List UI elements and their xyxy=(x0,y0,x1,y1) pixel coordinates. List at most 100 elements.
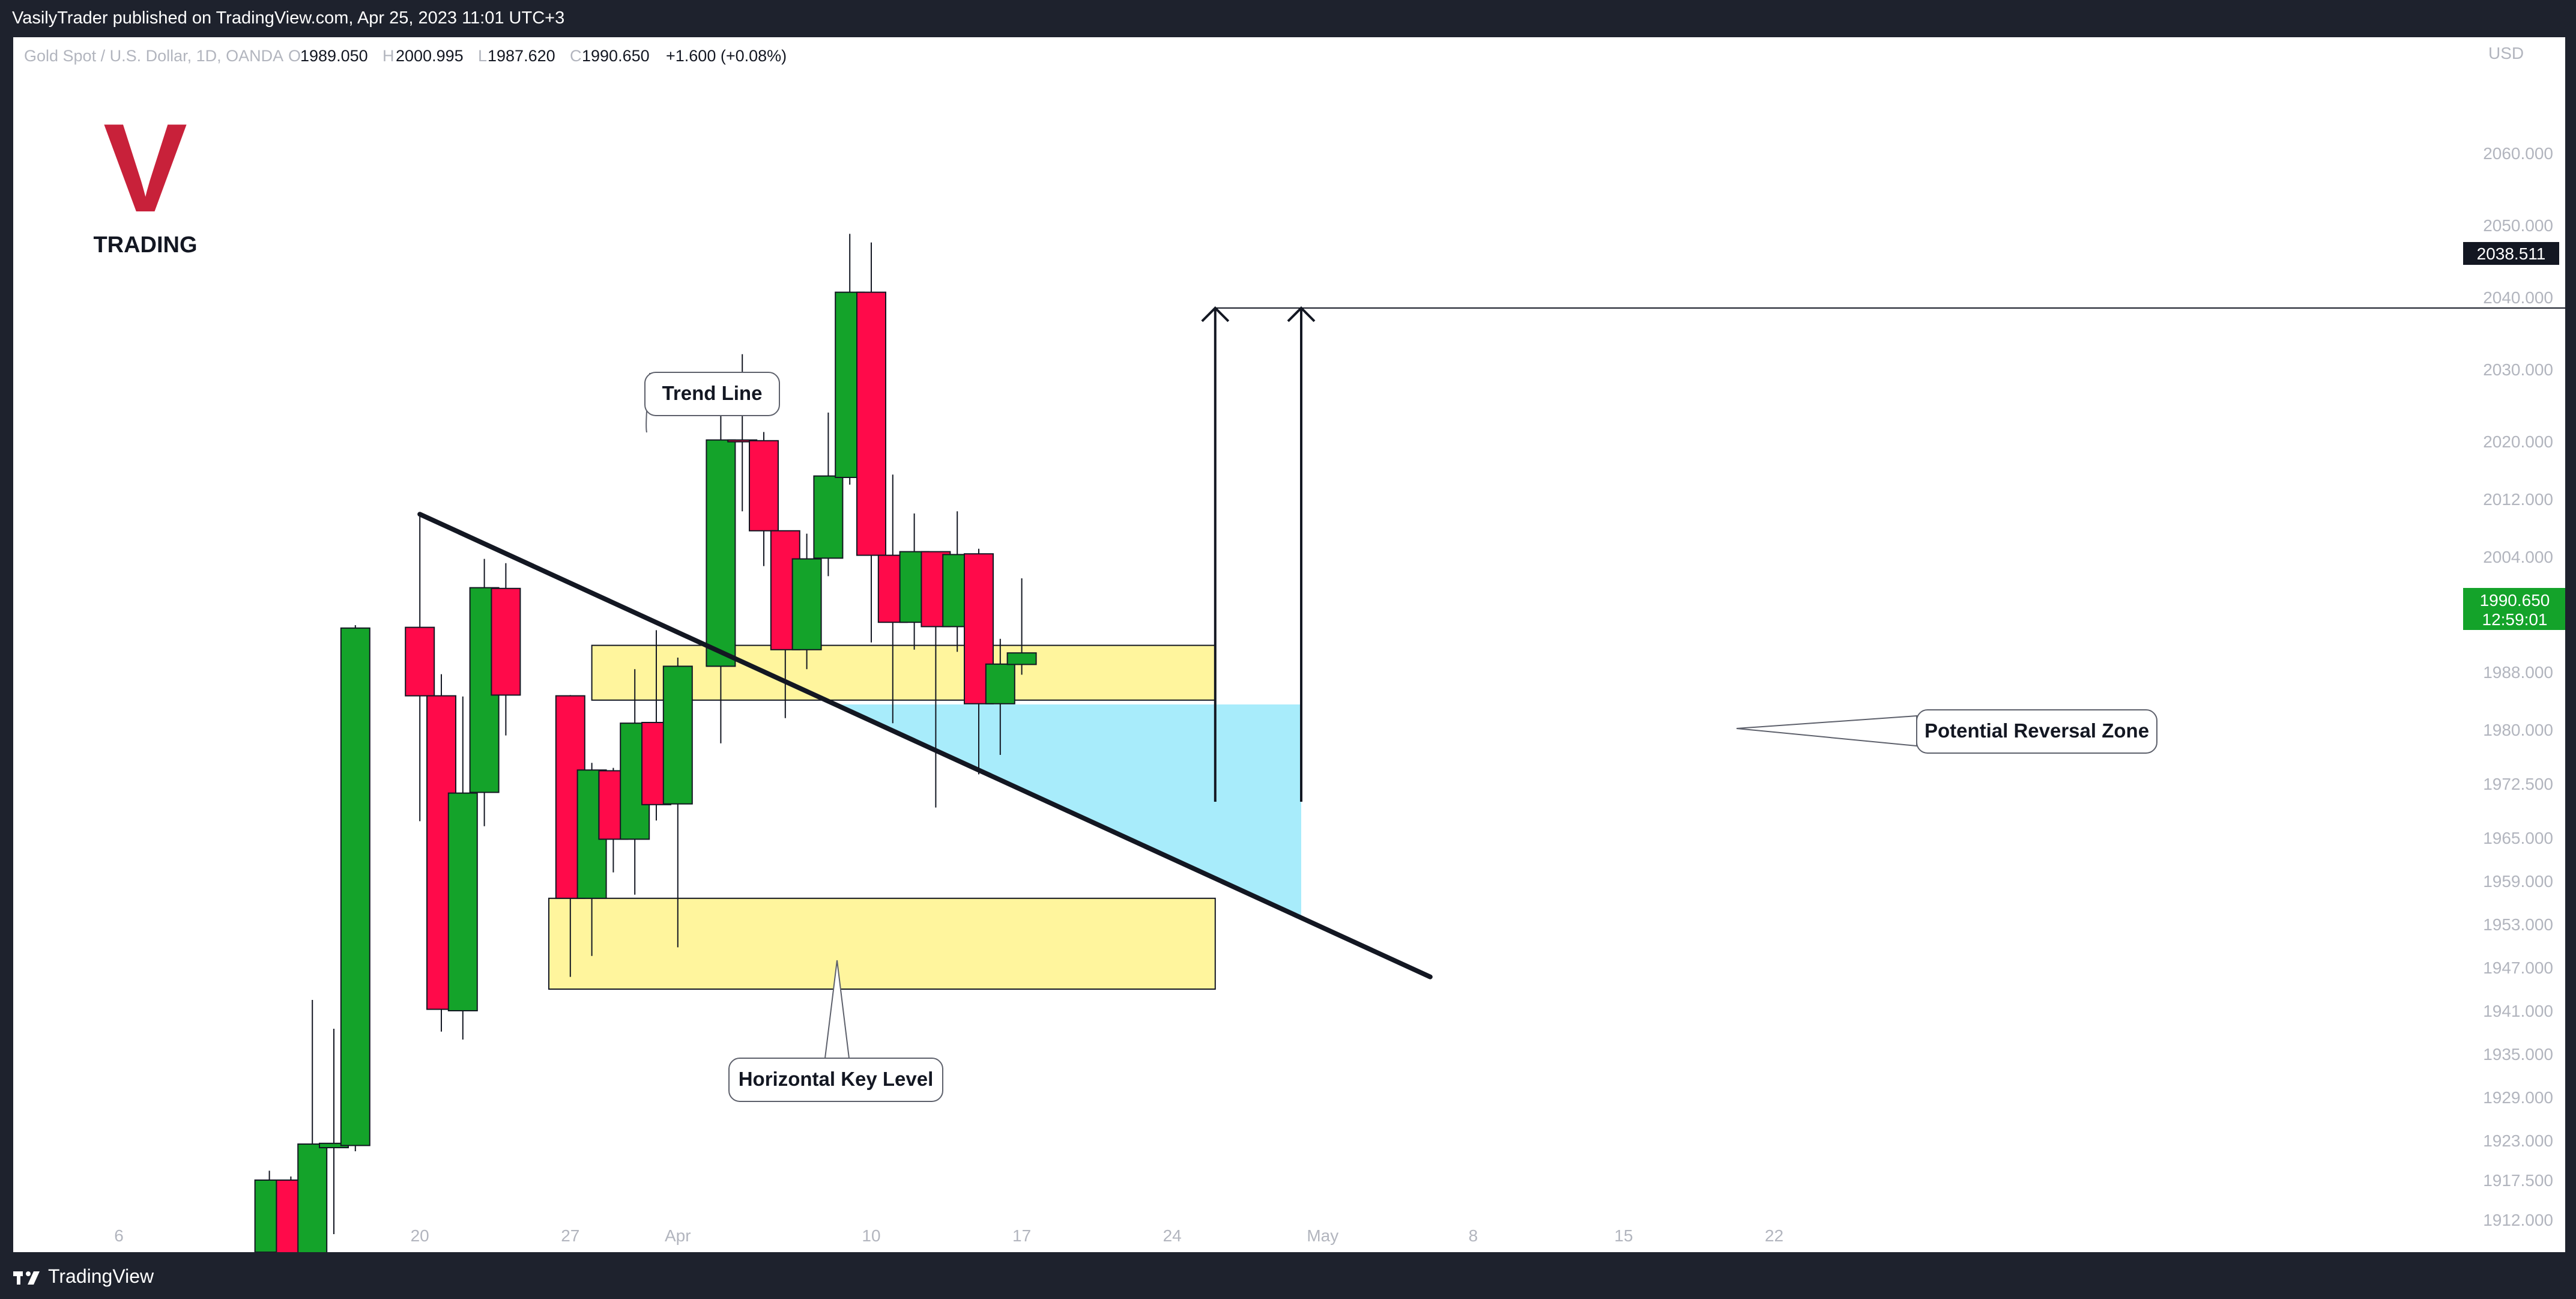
x-tick-label: 17 xyxy=(1012,1226,1031,1245)
callout-potential-reversal-zone[interactable]: Potential Reversal Zone xyxy=(1736,709,2157,754)
last-price-label: 1990.650 12:59:01 xyxy=(2463,588,2565,630)
x-tick-label: May xyxy=(1307,1226,1338,1245)
x-tick-label: 15 xyxy=(1614,1226,1633,1245)
candle xyxy=(340,625,370,1151)
target-arrow-head xyxy=(1201,306,1230,322)
x-tick-label: 6 xyxy=(114,1226,124,1245)
y-tick-label: 2020.000 xyxy=(2483,432,2553,451)
y-tick-label: 1980.000 xyxy=(2483,721,2553,739)
target-price-label: 2038.511 xyxy=(2463,242,2559,265)
candle-body xyxy=(340,627,370,1146)
candle-body xyxy=(662,665,693,805)
price-axis[interactable]: 2060.000 2050.000 2040.000 2030.000 2020.000… xyxy=(2483,144,2553,1229)
y-tick-label: 2050.000 xyxy=(2483,216,2553,235)
low-label: L xyxy=(478,47,487,65)
y-tick-label: 2030.000 xyxy=(2483,360,2553,379)
x-tick-label: 10 xyxy=(862,1226,880,1245)
callout-potential-reversal-zone-label: Potential Reversal Zone xyxy=(1924,719,2149,742)
publish-info: VasilyTrader published on TradingView.co… xyxy=(12,8,565,28)
x-tick-label: 22 xyxy=(1765,1226,1783,1245)
candle-body xyxy=(297,1143,328,1252)
logo: V TRADING xyxy=(93,97,197,258)
tradingview-brand[interactable]: TradingView xyxy=(13,1265,154,1288)
time-axis[interactable]: 6132027Apr101724May81522 xyxy=(114,1226,1783,1245)
target-price-value: 2038.511 xyxy=(2477,244,2546,263)
low-value: 1987.620 xyxy=(488,47,555,65)
y-tick-label: 1935.000 xyxy=(2483,1045,2553,1064)
callout-trend-line[interactable]: Trend Line xyxy=(644,372,780,433)
ohlc-legend: Gold Spot / U.S. Dollar, 1D, OANDA O 198… xyxy=(24,47,787,65)
callout-horizontal-key-level[interactable]: Horizontal Key Level xyxy=(728,960,943,1102)
candle-body xyxy=(985,663,1015,704)
candle-body xyxy=(791,558,822,650)
x-tick-label: Apr xyxy=(665,1226,691,1245)
countdown-value: 12:59:01 xyxy=(2482,610,2548,629)
candle xyxy=(813,413,844,577)
candle xyxy=(749,432,779,566)
candle xyxy=(706,405,736,743)
candle xyxy=(405,514,435,822)
y-tick-label: 2060.000 xyxy=(2483,144,2553,163)
close-value: 1990.650 xyxy=(582,47,650,65)
y-tick-label: 1929.000 xyxy=(2483,1088,2553,1107)
price-chart[interactable]: V TRADING Gold Spot / U.S. Dollar, 1D, O… xyxy=(13,37,2565,1252)
x-tick-label: 8 xyxy=(1469,1226,1478,1245)
chart-area[interactable]: V TRADING Gold Spot / U.S. Dollar, 1D, O… xyxy=(13,37,2565,1252)
y-tick-label: 1959.000 xyxy=(2483,872,2553,891)
candle xyxy=(491,563,521,736)
key-level-zone xyxy=(591,644,1216,701)
candle xyxy=(447,696,478,1040)
candle xyxy=(662,658,693,948)
target-projection[interactable] xyxy=(1201,306,2565,802)
candle xyxy=(297,1000,328,1252)
candlestick-series xyxy=(254,234,1037,1252)
trend-line-path xyxy=(417,512,1433,980)
footer-bar: TradingView xyxy=(0,1252,2576,1299)
last-price-value: 1990.650 xyxy=(2480,591,2550,610)
candle xyxy=(985,638,1015,755)
callout-trend-line-label: Trend Line xyxy=(662,382,763,404)
y-tick-label: 1953.000 xyxy=(2483,915,2553,934)
symbol-name: Gold Spot / U.S. Dollar, 1D, OANDA xyxy=(24,47,283,65)
currency-label: USD xyxy=(2488,44,2524,62)
close-label: C xyxy=(570,47,582,65)
key-level-zone xyxy=(548,897,1216,990)
logo-text: TRADING xyxy=(93,232,197,258)
high-label: H xyxy=(382,47,395,65)
brand-name: TradingView xyxy=(48,1265,154,1287)
change-value: +1.600 (+0.08%) xyxy=(666,47,787,65)
x-tick-label: 27 xyxy=(561,1226,579,1245)
tradingview-logo-icon xyxy=(13,1271,40,1285)
high-value: 2000.995 xyxy=(396,47,464,65)
x-tick-label: 24 xyxy=(1163,1226,1182,1245)
target-arrow-head xyxy=(1287,306,1316,322)
y-tick-label: 1965.000 xyxy=(2483,829,2553,847)
y-tick-label: 1947.000 xyxy=(2483,958,2553,977)
key-level-zones xyxy=(548,644,1216,990)
y-tick-label: 1923.000 xyxy=(2483,1131,2553,1150)
publish-bar: VasilyTrader published on TradingView.co… xyxy=(0,0,2576,37)
open-label: O xyxy=(288,47,301,65)
target-arrow xyxy=(1287,306,1316,802)
open-value: 1989.050 xyxy=(300,47,368,65)
candle xyxy=(856,242,886,643)
x-tick-label: 20 xyxy=(411,1226,429,1245)
candle-body xyxy=(491,587,521,696)
candle xyxy=(1006,578,1037,675)
target-arrow xyxy=(1201,306,1230,802)
candle-body xyxy=(405,626,435,697)
y-tick-label: 1917.500 xyxy=(2483,1171,2553,1190)
logo-letter: V xyxy=(103,97,187,238)
candle xyxy=(791,533,822,670)
y-tick-label: 2040.000 xyxy=(2483,288,2553,307)
callout-horizontal-key-level-label: Horizontal Key Level xyxy=(739,1068,934,1090)
y-tick-label: 2004.000 xyxy=(2483,548,2553,566)
candle-body xyxy=(447,792,478,1011)
candle-body xyxy=(1006,652,1037,665)
y-tick-label: 2012.000 xyxy=(2483,490,2553,509)
y-tick-label: 1972.500 xyxy=(2483,775,2553,793)
candle-body xyxy=(813,475,844,559)
y-tick-label: 1988.000 xyxy=(2483,663,2553,682)
trend-line[interactable] xyxy=(417,512,1433,980)
y-tick-label: 1941.000 xyxy=(2483,1002,2553,1020)
